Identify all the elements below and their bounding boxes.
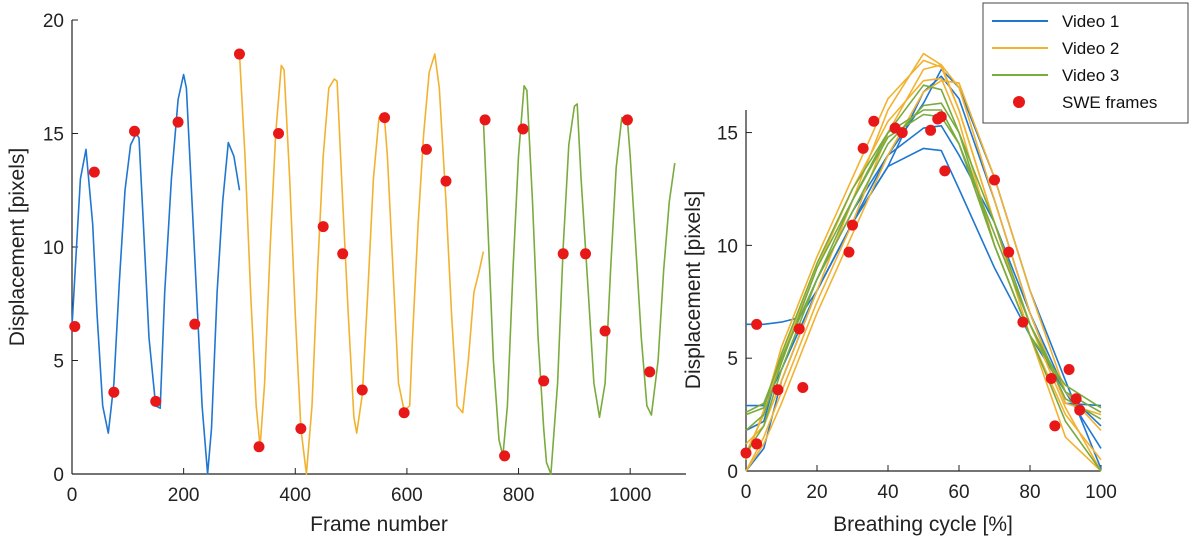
series-line-video-1 bbox=[746, 68, 1102, 469]
swe-frame-point bbox=[233, 48, 245, 60]
swe-frame-point bbox=[621, 114, 633, 126]
x-tick-label: 0 bbox=[67, 485, 78, 506]
y-tick-label: 10 bbox=[717, 236, 738, 257]
swe-frame-point bbox=[599, 325, 611, 337]
swe-frame-point bbox=[253, 441, 265, 453]
swe-frame-point bbox=[398, 407, 410, 419]
series-line-video-2 bbox=[745, 77, 1102, 461]
swe-frame-point bbox=[440, 175, 452, 187]
series-line-video-3 bbox=[745, 84, 1102, 472]
x-tick-label: 200 bbox=[168, 485, 200, 506]
swe-frame-point bbox=[150, 395, 162, 407]
swe-frame-point bbox=[1017, 316, 1029, 328]
swe-frame-point bbox=[88, 166, 100, 178]
swe-frame-point bbox=[989, 174, 1000, 186]
swe-frame-point bbox=[69, 320, 81, 332]
legend-label-video-1: Video 1 bbox=[1062, 12, 1119, 31]
swe-frame-point bbox=[896, 127, 908, 139]
y-tick-label: 15 bbox=[43, 125, 64, 146]
swe-frame-point bbox=[1070, 393, 1082, 405]
series-line-video-2 bbox=[745, 64, 1102, 472]
swe-frame-point bbox=[740, 447, 752, 459]
swe-frame-point bbox=[108, 386, 120, 398]
swe-frame-point bbox=[337, 248, 349, 260]
swe-frame-point bbox=[1074, 404, 1086, 416]
swe-frame-point bbox=[379, 112, 391, 124]
swe-frame-point bbox=[847, 219, 858, 231]
swe-frame-point bbox=[420, 143, 432, 155]
swe-frame-point bbox=[356, 384, 368, 396]
series-line-video-1 bbox=[71, 73, 241, 475]
x-tick-label: 400 bbox=[279, 485, 311, 506]
swe-frame-point bbox=[580, 248, 592, 260]
x-tick-label: 60 bbox=[948, 482, 969, 503]
swe-frame-point bbox=[644, 366, 656, 378]
y-tick-label: 5 bbox=[53, 352, 64, 373]
swe-frame-point bbox=[939, 165, 951, 177]
swe-frame-point bbox=[517, 123, 529, 135]
swe-frame-point bbox=[797, 382, 809, 394]
swe-frame-point bbox=[751, 438, 763, 450]
swe-frame-point bbox=[538, 375, 550, 387]
swe-frame-point bbox=[935, 111, 947, 123]
swe-frame-point bbox=[751, 318, 763, 330]
swe-frame-point bbox=[1063, 363, 1075, 375]
swe-frame-point bbox=[479, 114, 491, 126]
frame-displacement-chart: 0 200 400 600 800 1000 0 5 10 15 20 Frame number D… bbox=[6, 11, 686, 536]
swe-frame-point bbox=[1045, 372, 1057, 384]
legend-label-video-3: Video 3 bbox=[1062, 66, 1119, 85]
swe-frame-point bbox=[925, 124, 937, 136]
legend-swatch-swe-frames bbox=[1013, 96, 1025, 108]
swe-frame-point bbox=[857, 142, 869, 154]
legend: Video 1 Video 2 Video 3 SWE frames bbox=[982, 2, 1189, 124]
series-line-video-3 bbox=[482, 85, 676, 475]
left-y-axis-label: Displacement [pixels] bbox=[6, 148, 29, 346]
breathing-cycle-chart: 0 20 40 60 80 100 0 5 10 15 Breathing cycle [%] D… bbox=[682, 52, 1117, 536]
swe-frame-point bbox=[843, 246, 855, 258]
right-y-axis-label: Displacement [pixels] bbox=[682, 191, 705, 389]
swe-frame-point bbox=[295, 423, 307, 435]
series-line-video-3 bbox=[745, 113, 1102, 431]
swe-frame-point bbox=[557, 248, 569, 260]
x-tick-label: 20 bbox=[806, 482, 827, 503]
swe-frame-point bbox=[172, 116, 184, 128]
series-line-video-1 bbox=[745, 75, 1102, 472]
x-tick-label: 100 bbox=[1085, 482, 1117, 503]
legend-label-swe-frames: SWE frames bbox=[1062, 93, 1157, 112]
swe-frame-point bbox=[317, 221, 329, 233]
swe-frame-point bbox=[499, 450, 511, 462]
swe-frame-point bbox=[868, 115, 880, 127]
series-line-video-2 bbox=[238, 53, 485, 475]
swe-frame-point bbox=[189, 318, 201, 330]
y-tick-label: 20 bbox=[43, 11, 64, 32]
y-tick-label: 0 bbox=[727, 462, 738, 483]
left-x-axis-label: Frame number bbox=[310, 513, 448, 536]
series-line-video-3 bbox=[745, 109, 1102, 416]
x-tick-label: 800 bbox=[503, 485, 535, 506]
swe-frame-point bbox=[273, 128, 285, 139]
swe-frame-point bbox=[1049, 420, 1061, 432]
x-tick-label: 0 bbox=[741, 482, 752, 503]
y-tick-label: 10 bbox=[43, 238, 64, 259]
swe-frame-point bbox=[793, 323, 805, 335]
x-tick-label: 80 bbox=[1019, 482, 1040, 503]
right-x-axis-label: Breathing cycle [%] bbox=[833, 513, 1013, 536]
swe-frame-point bbox=[772, 384, 784, 396]
x-tick-label: 40 bbox=[877, 482, 898, 503]
x-tick-label: 600 bbox=[391, 485, 423, 506]
y-tick-label: 5 bbox=[727, 349, 738, 370]
x-tick-label: 1000 bbox=[609, 485, 651, 506]
swe-frame-point bbox=[1003, 246, 1015, 258]
y-tick-label: 15 bbox=[717, 124, 738, 145]
legend-label-video-2: Video 2 bbox=[1062, 39, 1119, 58]
swe-frame-point bbox=[129, 125, 141, 137]
series-line-video-2 bbox=[745, 79, 1102, 472]
y-tick-label: 0 bbox=[53, 465, 64, 486]
